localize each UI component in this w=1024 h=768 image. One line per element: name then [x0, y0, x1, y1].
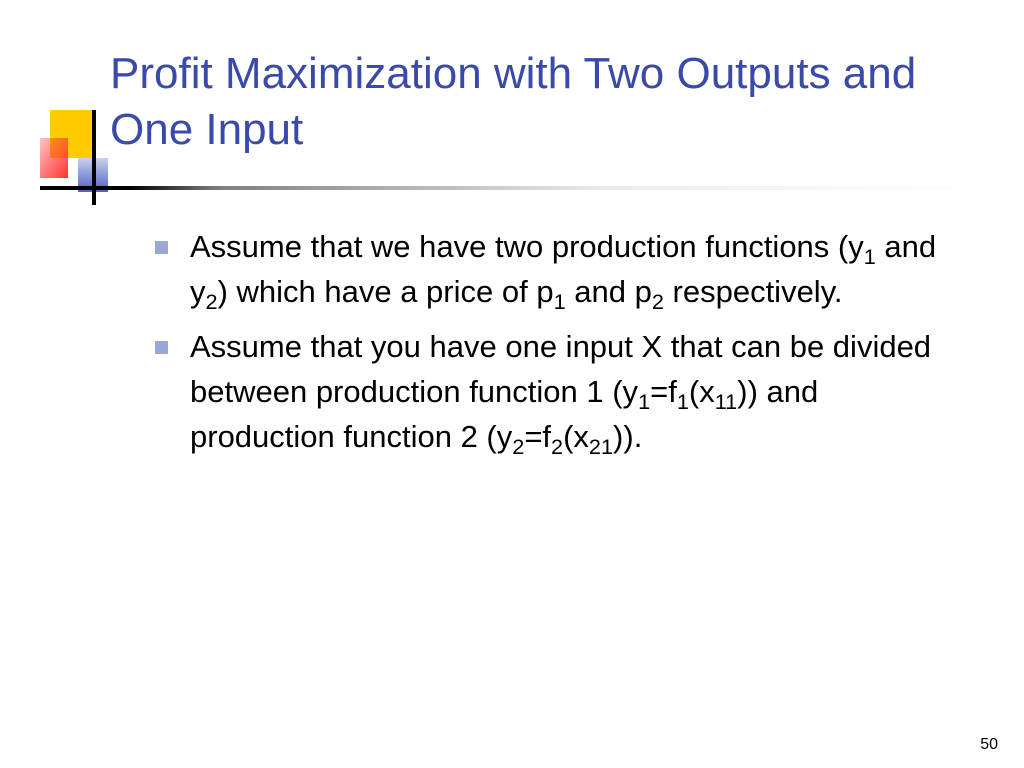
square-yellow: [50, 110, 92, 158]
subscript: 11: [715, 389, 738, 414]
content-area: Assume that we have two production funct…: [155, 225, 955, 470]
text-fragment: (x: [689, 374, 715, 409]
bullet-text: Assume that you have one input X that ca…: [190, 325, 955, 460]
subscript: 1: [677, 389, 689, 414]
text-fragment: Assume that we have two production funct…: [190, 229, 864, 264]
slide-title: Profit Maximization with Two Outputs and…: [110, 46, 980, 159]
subscript: 2: [206, 289, 218, 314]
bullet-item: Assume that you have one input X that ca…: [155, 325, 955, 460]
subscript: 1: [554, 289, 566, 314]
text-fragment: respectively.: [664, 274, 843, 309]
subscript: 21: [589, 434, 613, 459]
text-fragment: ) which have a price of p: [218, 274, 554, 309]
text-fragment: =f: [524, 419, 551, 454]
text-fragment: and p: [566, 274, 652, 309]
corner-decoration: [40, 110, 120, 205]
subscript: 2: [512, 434, 524, 459]
square-red: [40, 138, 68, 178]
horizontal-line: [40, 186, 980, 190]
subscript: 1: [864, 244, 876, 269]
subscript: 1: [638, 389, 650, 414]
bullet-marker-icon: [155, 341, 168, 354]
subscript: 2: [551, 434, 563, 459]
bullet-text: Assume that we have two production funct…: [190, 225, 955, 315]
page-number: 50: [980, 736, 998, 754]
bullet-item: Assume that we have two production funct…: [155, 225, 955, 315]
text-fragment: Assume that you have one input X that ca…: [190, 329, 931, 409]
text-fragment: )).: [613, 419, 642, 454]
text-fragment: (x: [563, 419, 589, 454]
bullet-marker-icon: [155, 241, 168, 254]
subscript: 2: [652, 289, 664, 314]
text-fragment: =f: [650, 374, 677, 409]
vertical-line: [92, 110, 96, 205]
